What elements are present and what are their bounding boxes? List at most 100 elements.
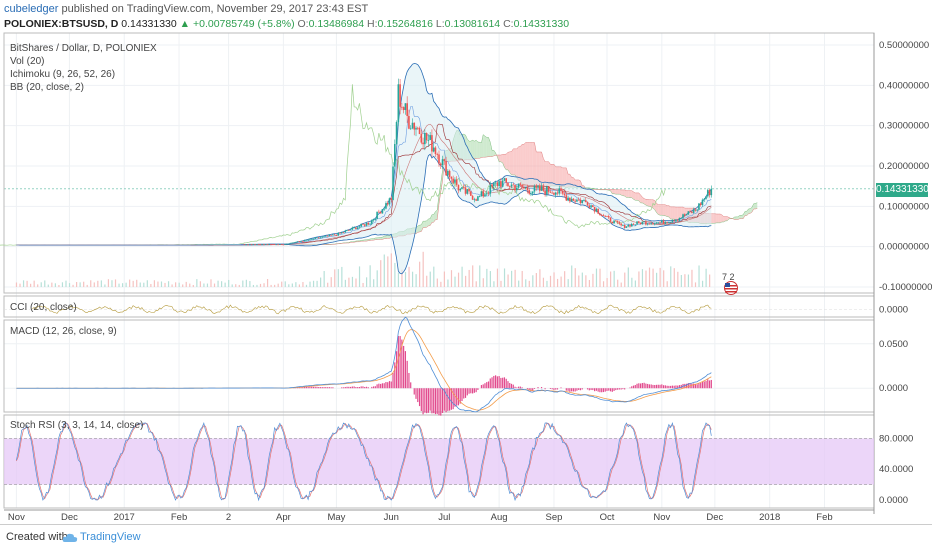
macd-legend[interactable]: MACD (12, 26, close, 9) — [10, 326, 117, 337]
candle-body — [682, 214, 684, 218]
ichimoku-legend[interactable]: Ichimoku (9, 26, 52, 26) — [10, 69, 115, 80]
candle-body — [376, 212, 378, 219]
macd-hist-bar — [605, 388, 606, 391]
candle-body — [498, 181, 500, 186]
macd-hist-bar — [361, 386, 362, 388]
candle-body — [369, 224, 371, 225]
volume-bar — [278, 284, 279, 287]
macd-hist-bar — [408, 373, 409, 388]
cloud-segment — [582, 186, 584, 188]
cloud-segment — [711, 214, 713, 224]
macd-hist-bar — [647, 384, 648, 388]
macd-hist-bar — [375, 386, 376, 388]
cloud-segment — [626, 191, 628, 198]
candle-body — [629, 225, 631, 227]
volume-bar — [585, 275, 586, 287]
x-tick-label: Jul — [438, 512, 450, 523]
macd-hist-bar — [635, 385, 636, 388]
candle-body — [396, 122, 398, 144]
volume-bar — [688, 275, 689, 287]
candle-body — [553, 193, 555, 195]
macd-hist-bar — [477, 388, 478, 390]
candle-body — [507, 183, 509, 187]
stoch-legend[interactable]: Stoch RSI (3, 3, 14, 14, close) — [10, 420, 143, 431]
volume-bar — [210, 279, 211, 287]
candle-body — [535, 186, 537, 188]
candle-body — [696, 210, 698, 211]
candle-body — [505, 178, 507, 182]
candle-body — [580, 200, 582, 203]
tradingview-link[interactable]: TradingView — [80, 531, 141, 543]
candle-body — [574, 201, 576, 202]
candle-body — [436, 154, 438, 155]
volume-bar — [709, 275, 710, 287]
volume-bar — [285, 281, 286, 287]
volume-bar — [118, 284, 119, 287]
macd-hist-bar — [534, 388, 535, 389]
volume-bar — [324, 271, 325, 287]
cloud-segment — [418, 225, 420, 232]
volume-bar — [596, 269, 597, 287]
candle-body — [422, 143, 424, 145]
volume-bar — [44, 280, 45, 287]
macd-hist-bar — [506, 379, 507, 388]
cloud-segment — [660, 205, 662, 216]
volume-bar — [578, 275, 579, 287]
macd-hist-bar — [438, 388, 439, 415]
macd-hist-bar — [633, 386, 634, 389]
bb-legend[interactable]: BB (20, close, 2) — [10, 82, 84, 93]
candle-body — [532, 191, 534, 193]
us-flag-icon — [722, 281, 740, 295]
volume-bar — [207, 284, 208, 287]
candle-body — [597, 209, 599, 214]
volume-bar — [447, 280, 448, 287]
candle-body — [497, 183, 499, 187]
macd-hist-bar — [573, 388, 574, 391]
volume-bar — [582, 273, 583, 287]
macd-hist-bar — [665, 385, 666, 388]
macd-hist-bar — [486, 382, 487, 388]
volume-bar — [302, 282, 303, 287]
candle-body — [279, 244, 281, 245]
cloud-segment — [718, 214, 720, 223]
cloud-segment — [713, 214, 715, 224]
candle-body — [314, 238, 316, 239]
candle-body — [711, 189, 713, 195]
candle-body — [603, 215, 605, 216]
candle-body — [385, 203, 387, 209]
candle-body — [431, 135, 433, 151]
macd-hist-bar — [362, 386, 363, 388]
vol-legend[interactable]: Vol (20) — [10, 56, 44, 67]
volume-bar — [58, 285, 59, 287]
volume-bar — [515, 270, 516, 287]
volume-bar — [104, 284, 105, 287]
volume-bar — [108, 279, 109, 287]
candle-body — [390, 198, 392, 200]
macd-hist-bar — [553, 388, 554, 390]
macd-hist-bar — [417, 388, 418, 402]
macd-hist-bar — [522, 387, 523, 388]
macd-hist-bar — [389, 381, 390, 388]
volume-bar — [26, 281, 27, 287]
volume-bar — [433, 267, 434, 287]
candle-body — [444, 159, 446, 161]
macd-hist-bar — [663, 385, 664, 388]
cloud-segment — [628, 191, 630, 198]
cci-legend[interactable]: CCI (20, close) — [10, 302, 77, 313]
macd-hist-bar — [589, 388, 590, 390]
candle-body — [502, 181, 504, 187]
candle-body — [426, 133, 428, 140]
candle-body — [283, 244, 285, 245]
macd-hist-bar — [580, 388, 581, 390]
flag-icon[interactable] — [722, 281, 740, 300]
candle-body — [380, 212, 382, 213]
candle-body — [316, 238, 318, 239]
volume-bar — [642, 269, 643, 287]
macd-hist-bar — [355, 387, 356, 388]
volume-bar — [645, 271, 646, 287]
macd-hist-bar — [387, 382, 388, 388]
macd-hist-bar — [645, 384, 646, 389]
cloud-segment — [478, 142, 480, 158]
volume-bar — [691, 270, 692, 287]
